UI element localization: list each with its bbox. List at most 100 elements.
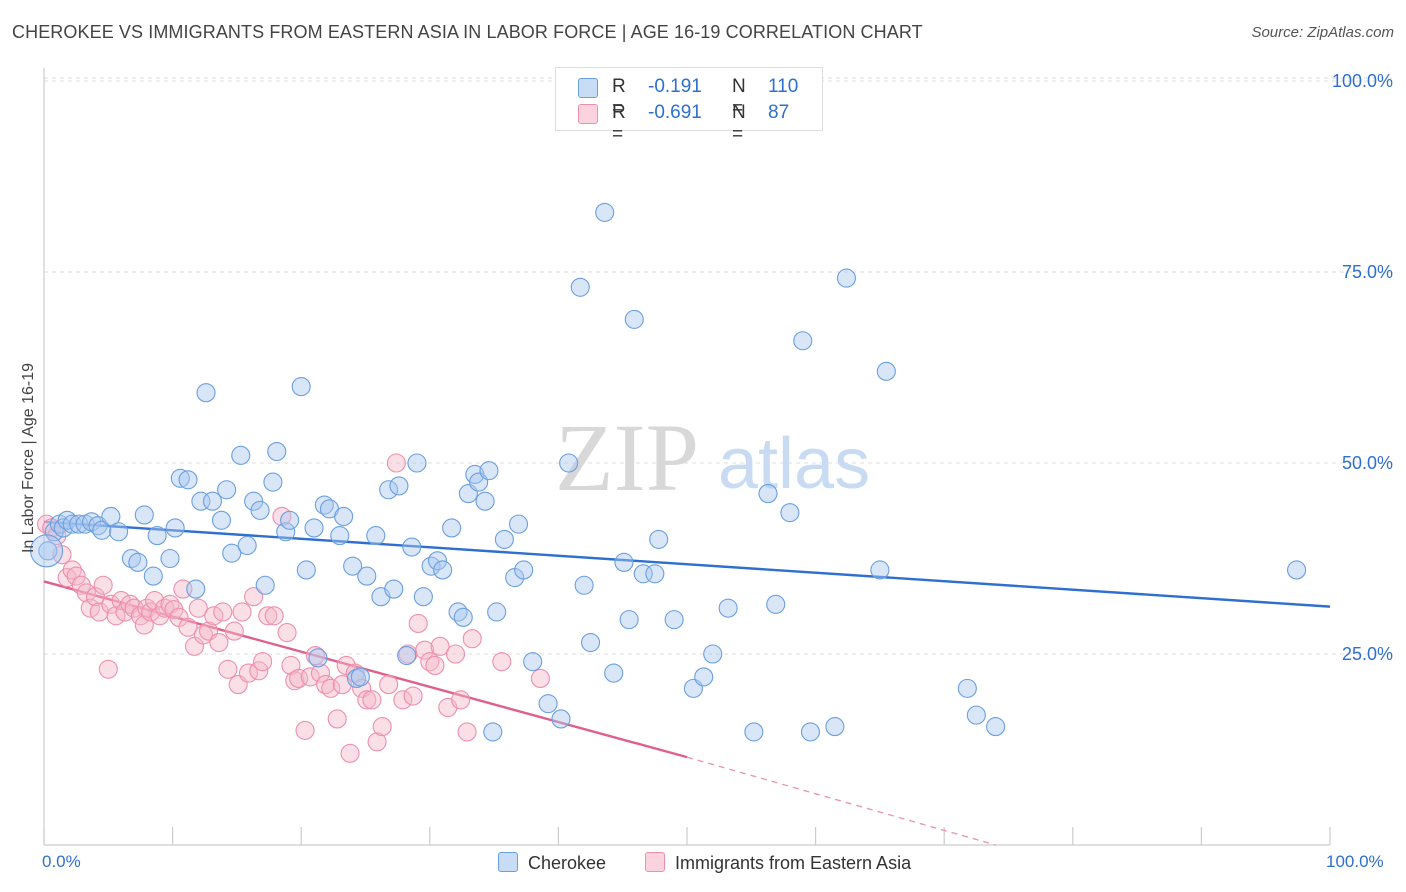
point-cherokee xyxy=(475,491,495,511)
point-cherokee xyxy=(160,548,180,569)
point-immigrants xyxy=(264,606,284,626)
legend-swatch-cherokee xyxy=(578,78,598,98)
point-immigrants xyxy=(178,617,198,637)
point-cherokee xyxy=(343,556,363,576)
point-cherokee xyxy=(427,551,448,571)
point-cherokee xyxy=(231,445,251,465)
point-immigrants xyxy=(193,625,214,645)
point-immigrants xyxy=(393,690,413,710)
point-cherokee xyxy=(304,518,324,538)
point-cherokee xyxy=(222,543,242,563)
point-immigrants xyxy=(415,640,435,660)
point-cherokee xyxy=(580,632,601,653)
chart-title: CHEROKEE VS IMMIGRANTS FROM EASTERN ASIA… xyxy=(12,22,923,42)
point-cherokee xyxy=(128,552,148,572)
legend-n-value: 110 xyxy=(768,76,799,97)
point-cherokee xyxy=(357,566,377,586)
point-cherokee xyxy=(559,453,579,473)
point-cherokee xyxy=(614,552,634,572)
point-cherokee xyxy=(291,377,311,397)
point-cherokee xyxy=(280,510,300,530)
point-immigrants xyxy=(372,717,392,737)
point-immigrants xyxy=(408,613,428,633)
point-cherokee xyxy=(766,594,786,614)
point-cherokee xyxy=(595,202,615,222)
point-cherokee xyxy=(758,484,778,504)
point-immigrants xyxy=(232,602,252,622)
point-immigrants xyxy=(209,632,229,653)
point-cherokee xyxy=(250,500,270,520)
point-cherokee xyxy=(191,491,211,511)
point-cherokee xyxy=(570,277,590,297)
point-cherokee xyxy=(433,560,453,580)
point-cherokee xyxy=(538,694,558,714)
legend-r-value: -0.191 xyxy=(648,76,702,97)
bottom-legend-cherokee: Cherokee xyxy=(498,852,606,874)
point-immigrants xyxy=(367,732,387,752)
point-immigrants xyxy=(66,566,86,586)
point-cherokee xyxy=(523,652,543,672)
point-immigrants xyxy=(357,690,377,710)
point-cherokee xyxy=(267,441,287,462)
point-cherokee xyxy=(448,602,468,622)
point-cherokee xyxy=(143,566,163,586)
bottom-legend-swatch-immigrants xyxy=(645,852,665,872)
y-tick-label: 25.0% xyxy=(1342,644,1393,664)
point-cherokee xyxy=(551,709,571,729)
x-tick-label-max: 100.0% xyxy=(1326,852,1384,871)
bottom-legend-label-immigrants: Immigrants from Eastern Asia xyxy=(675,853,912,873)
legend-r-label: R = xyxy=(612,102,626,145)
point-immigrants xyxy=(224,621,244,641)
point-immigrants xyxy=(530,668,550,688)
y-axis-label: In Labor Force | Age 16-19 xyxy=(20,362,37,554)
y-tick-labels: 25.0% 50.0% 75.0% 100.0% xyxy=(1332,71,1393,664)
point-cherokee xyxy=(384,579,404,599)
y-tick-label: 50.0% xyxy=(1342,453,1393,473)
point-immigrants xyxy=(321,678,341,698)
point-cherokee xyxy=(483,722,503,742)
point-immigrants xyxy=(430,636,450,656)
point-immigrants xyxy=(93,575,113,595)
point-immigrants xyxy=(98,659,118,679)
point-cherokee xyxy=(421,556,441,576)
point-cherokee xyxy=(334,506,354,527)
point-immigrants xyxy=(492,652,512,672)
point-immigrants xyxy=(327,709,347,729)
point-cherokee xyxy=(870,560,890,580)
point-cherokee xyxy=(574,575,594,595)
point-immigrants xyxy=(445,644,466,664)
point-cherokee xyxy=(178,470,198,490)
bottom-legend-immigrants: Immigrants from Eastern Asia xyxy=(645,852,911,874)
point-cherokee xyxy=(413,587,433,607)
point-cherokee xyxy=(330,526,350,546)
point-cherokee xyxy=(147,526,167,546)
point-immigrants xyxy=(213,602,233,622)
point-cherokee xyxy=(1287,560,1307,580)
point-cherokee xyxy=(217,480,237,500)
point-cherokee xyxy=(350,667,370,687)
point-cherokee xyxy=(780,503,800,523)
point-cherokee xyxy=(407,453,427,473)
point-cherokee xyxy=(308,648,328,668)
watermark-zip: ZIP xyxy=(555,404,699,511)
point-immigrants xyxy=(332,675,352,695)
point-immigrants xyxy=(379,675,399,695)
point-cherokee xyxy=(986,717,1006,737)
point-cherokee xyxy=(487,602,507,622)
point-cherokee xyxy=(296,560,316,580)
point-immigrants xyxy=(340,743,360,763)
axes xyxy=(43,68,1331,846)
point-cherokee xyxy=(57,510,77,530)
point-immigrants xyxy=(244,587,264,607)
point-immigrants xyxy=(310,663,331,683)
point-cherokee xyxy=(165,518,185,538)
point-immigrants xyxy=(462,629,482,649)
point-cherokee xyxy=(664,610,684,630)
point-cherokee xyxy=(109,522,129,542)
point-cherokee xyxy=(255,575,275,595)
point-cherokee xyxy=(703,644,723,664)
point-cherokee xyxy=(442,518,462,538)
point-cherokee xyxy=(694,667,714,687)
point-cherokee xyxy=(645,564,665,584)
